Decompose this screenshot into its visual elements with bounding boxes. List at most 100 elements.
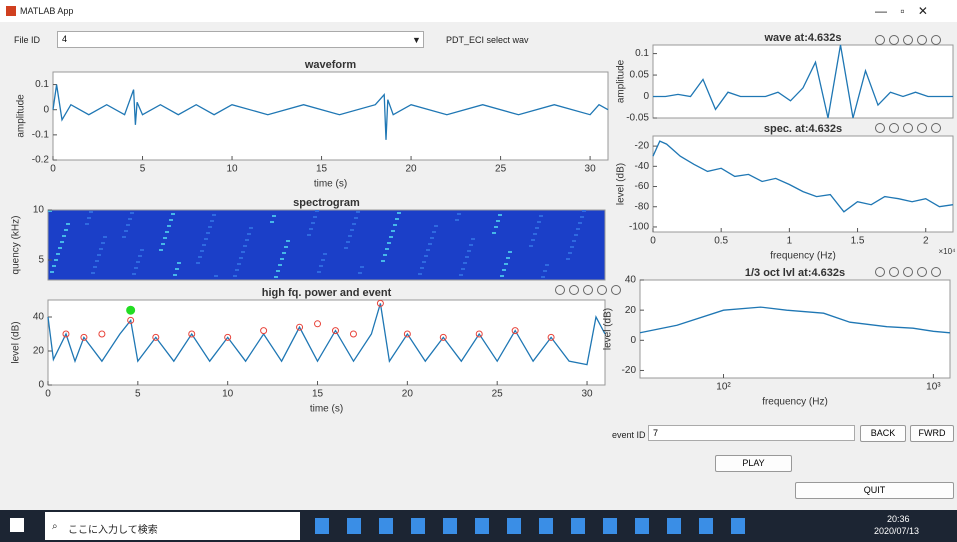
spectrogram-texture <box>315 210 319 212</box>
axes-box <box>653 45 953 118</box>
axes-toolbar[interactable] <box>876 124 941 133</box>
toolbar-icon[interactable] <box>890 124 899 133</box>
y-tick-label: -60 <box>635 181 650 192</box>
toolbar-icon[interactable] <box>890 36 899 45</box>
x-exponent: ×10⁴ <box>938 247 956 256</box>
toolbar-icon[interactable] <box>932 36 941 45</box>
app-window: MATLAB App — ▫ ✕ File ID 4 ▼ PDT_ECI sel… <box>0 0 957 542</box>
spectrogram-texture <box>206 232 210 234</box>
x-tick-label: 20 <box>402 389 414 400</box>
axes-toolbar[interactable] <box>556 286 621 295</box>
spectrogram-texture <box>434 225 438 227</box>
spectrogram-texture <box>471 238 475 240</box>
spectrogram-texture <box>572 240 576 242</box>
toolbar-icon[interactable] <box>904 36 913 45</box>
spectrogram-texture <box>381 260 385 262</box>
spectrogram-texture <box>126 224 130 226</box>
x-tick-label: 5 <box>140 164 146 175</box>
x-tick-label: 0 <box>650 236 656 247</box>
plot-title: high fq. power and event <box>262 287 392 299</box>
spectrogram-texture <box>93 266 97 268</box>
spectrogram-texture <box>161 243 165 245</box>
toolbar-icon[interactable] <box>918 124 927 133</box>
y-axis-label: quency (kHz) <box>11 216 22 275</box>
spectrogram-texture <box>62 235 66 237</box>
toolbar-icon[interactable] <box>890 268 899 277</box>
clock-date: 2020/07/13 <box>874 526 919 536</box>
spectrogram-texture <box>543 270 547 272</box>
toolbar-icon[interactable] <box>584 286 593 295</box>
spectrogram-texture <box>430 237 434 239</box>
x-tick-label: 30 <box>581 389 593 400</box>
spectrogram-texture <box>504 263 508 265</box>
toolbar-icon[interactable] <box>904 268 913 277</box>
spectrogram-texture <box>344 247 348 249</box>
spectrogram-texture <box>284 246 288 248</box>
spectrogram-texture <box>122 236 126 238</box>
spectrogram-texture <box>346 241 350 243</box>
spectrogram-texture <box>529 245 533 247</box>
axes-box <box>48 210 605 280</box>
spectrogram-texture <box>270 221 274 223</box>
toolbar-icon[interactable] <box>570 286 579 295</box>
spectrogram-texture <box>64 229 68 231</box>
spectrogram-texture <box>58 247 62 249</box>
x-axis-label: time (s) <box>310 404 343 415</box>
spectrogram-texture <box>570 246 574 248</box>
spectrogram-texture <box>124 230 128 232</box>
spectrogram-texture <box>352 223 356 225</box>
spectrogram-texture <box>239 257 243 259</box>
spectrogram-texture <box>537 221 541 223</box>
spectrogram-texture <box>502 269 506 271</box>
y-tick-label: 0 <box>43 104 49 115</box>
spectrogram-texture <box>424 255 428 257</box>
spectrogram-texture <box>237 263 241 265</box>
spectrogram-texture <box>97 254 101 256</box>
toolbar-icon[interactable] <box>598 286 607 295</box>
spectrogram-texture <box>467 250 471 252</box>
x-tick-label: 10² <box>716 382 731 393</box>
plots: waveform-0.2-0.100.1051015202530time (s)… <box>0 0 957 510</box>
spectrogram-texture <box>247 233 251 235</box>
axes-toolbar[interactable] <box>876 268 941 277</box>
toolbar-icon[interactable] <box>918 268 927 277</box>
toolbar-icon[interactable] <box>904 124 913 133</box>
x-tick-label: 2 <box>923 236 929 247</box>
plot-title: 1/3 oct lvl at:4.632s <box>745 267 845 279</box>
spectrogram-texture <box>200 250 204 252</box>
toolbar-icon[interactable] <box>932 268 941 277</box>
taskbar-apps[interactable] <box>315 518 755 534</box>
axes-toolbar[interactable] <box>876 36 941 45</box>
start-button[interactable] <box>10 518 24 532</box>
spectrogram-texture <box>272 215 276 217</box>
x-tick-label: 10³ <box>926 382 941 393</box>
toolbar-icon[interactable] <box>918 36 927 45</box>
spectrogram-texture <box>321 259 325 261</box>
toolbar-icon[interactable] <box>876 124 885 133</box>
toolbar-icon[interactable] <box>612 286 621 295</box>
toolbar-icon[interactable] <box>876 268 885 277</box>
x-tick-label: 30 <box>585 164 597 175</box>
spectrogram-texture <box>389 236 393 238</box>
spectrogram-texture <box>465 256 469 258</box>
y-tick-label: -20 <box>635 141 650 152</box>
toolbar-icon[interactable] <box>556 286 565 295</box>
toolbar-icon[interactable] <box>932 124 941 133</box>
spectrogram-texture <box>383 254 387 256</box>
spectrogram-texture <box>580 216 584 218</box>
y-tick-label: -80 <box>635 201 650 212</box>
spectrogram-texture <box>391 230 395 232</box>
x-axis-label: frequency (Hz) <box>762 397 828 408</box>
spectrogram-texture <box>140 249 144 251</box>
y-tick-label: 0 <box>38 380 44 391</box>
spectrogram-texture <box>212 214 216 216</box>
y-tick-label: 20 <box>625 305 637 316</box>
spectrogram-texture <box>455 219 459 221</box>
x-tick-label: 10 <box>222 389 234 400</box>
plot-title: spectrogram <box>293 197 360 209</box>
y-tick-label: 0.1 <box>35 79 49 90</box>
toolbar-icon[interactable] <box>876 36 885 45</box>
spectrogram-texture <box>175 268 179 270</box>
spectrogram-texture <box>574 234 578 236</box>
x-tick-label: 5 <box>135 389 141 400</box>
